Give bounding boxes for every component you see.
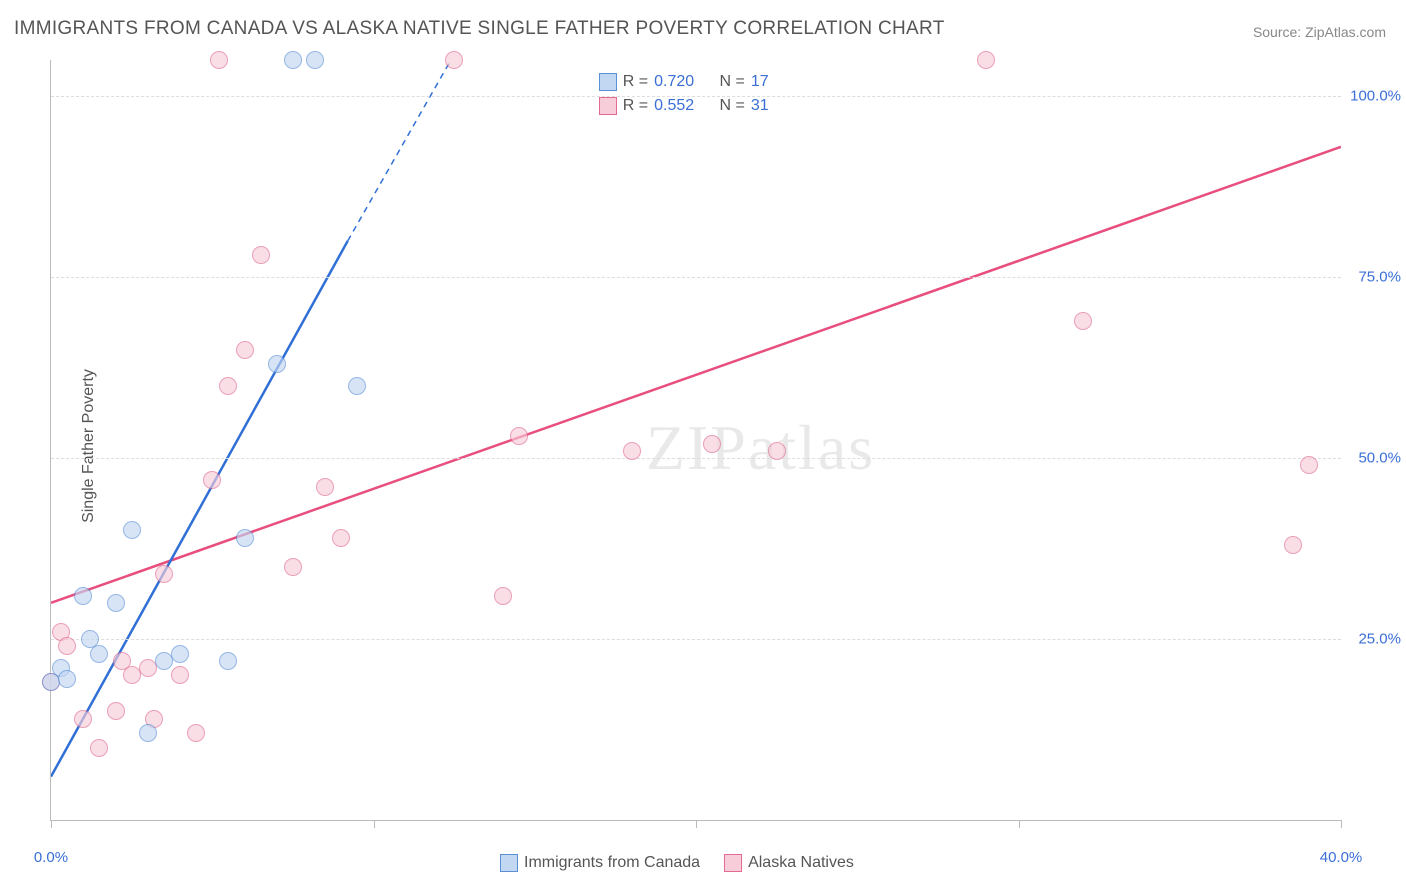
data-point (203, 471, 221, 489)
data-point (252, 246, 270, 264)
data-point (219, 652, 237, 670)
x-tick (696, 820, 697, 828)
data-point (510, 427, 528, 445)
source-label: Source: ZipAtlas.com (1253, 24, 1386, 40)
bottom-legend-item: Immigrants from Canada (500, 854, 700, 872)
data-point (306, 51, 324, 69)
x-tick (1019, 820, 1020, 828)
data-point (210, 51, 228, 69)
data-point (58, 670, 76, 688)
data-point (977, 51, 995, 69)
data-point (623, 442, 641, 460)
stat-n-label: N = (720, 94, 745, 118)
gridline-horizontal (51, 96, 1341, 97)
x-tick (51, 820, 52, 828)
data-point (284, 51, 302, 69)
bottom-legend: Immigrants from Canada Alaska Natives (500, 854, 854, 872)
legend-swatch (599, 97, 617, 115)
x-tick (374, 820, 375, 828)
data-point (107, 702, 125, 720)
stat-n-value: 17 (751, 70, 769, 94)
data-point (139, 724, 157, 742)
y-tick-label: 50.0% (1346, 450, 1401, 467)
gridline-horizontal (51, 458, 1341, 459)
data-point (219, 377, 237, 395)
gridline-horizontal (51, 277, 1341, 278)
data-point (703, 435, 721, 453)
data-point (332, 529, 350, 547)
stat-r-value: 0.552 (654, 94, 694, 118)
x-tick-label: 0.0% (34, 849, 68, 866)
data-point (107, 594, 125, 612)
data-point (1074, 312, 1092, 330)
data-point (1300, 456, 1318, 474)
x-tick (1341, 820, 1342, 828)
data-point (348, 377, 366, 395)
chart-title: IMMIGRANTS FROM CANADA VS ALASKA NATIVE … (14, 18, 945, 40)
data-point (768, 442, 786, 460)
legend-swatch (500, 854, 518, 872)
bottom-legend-item: Alaska Natives (724, 854, 854, 872)
watermark-text: ZIPatlas (646, 411, 875, 485)
data-point (494, 587, 512, 605)
data-point (74, 587, 92, 605)
legend-swatch (599, 73, 617, 91)
legend-label: Immigrants from Canada (524, 854, 700, 872)
stat-r-label: R = (623, 94, 648, 118)
plot-area: ZIPatlas R = 0.720 N = 17 R = 0.552 N = … (50, 60, 1341, 821)
y-tick-label: 100.0% (1346, 88, 1401, 105)
stat-r-label: R = (623, 70, 648, 94)
data-point (445, 51, 463, 69)
data-point (284, 558, 302, 576)
stat-legend-row: R = 0.720 N = 17 (599, 70, 769, 94)
data-point (1284, 536, 1302, 554)
stat-n-label: N = (720, 70, 745, 94)
legend-swatch (724, 854, 742, 872)
data-point (123, 521, 141, 539)
trend-line (51, 241, 348, 777)
stat-legend: R = 0.720 N = 17 R = 0.552 N = 31 (593, 68, 775, 120)
data-point (74, 710, 92, 728)
y-tick-label: 75.0% (1346, 269, 1401, 286)
trend-lines-svg (51, 60, 1341, 820)
stat-r-value: 0.720 (654, 70, 694, 94)
legend-label: Alaska Natives (748, 854, 854, 872)
data-point (58, 637, 76, 655)
data-point (236, 529, 254, 547)
data-point (171, 666, 189, 684)
stat-n-value: 31 (751, 94, 769, 118)
stat-legend-row: R = 0.552 N = 31 (599, 94, 769, 118)
data-point (171, 645, 189, 663)
y-tick-label: 25.0% (1346, 631, 1401, 648)
data-point (187, 724, 205, 742)
data-point (268, 355, 286, 373)
x-tick-label: 40.0% (1320, 849, 1363, 866)
trend-line (348, 60, 451, 241)
data-point (90, 645, 108, 663)
gridline-horizontal (51, 639, 1341, 640)
data-point (236, 341, 254, 359)
data-point (155, 565, 173, 583)
data-point (316, 478, 334, 496)
data-point (90, 739, 108, 757)
